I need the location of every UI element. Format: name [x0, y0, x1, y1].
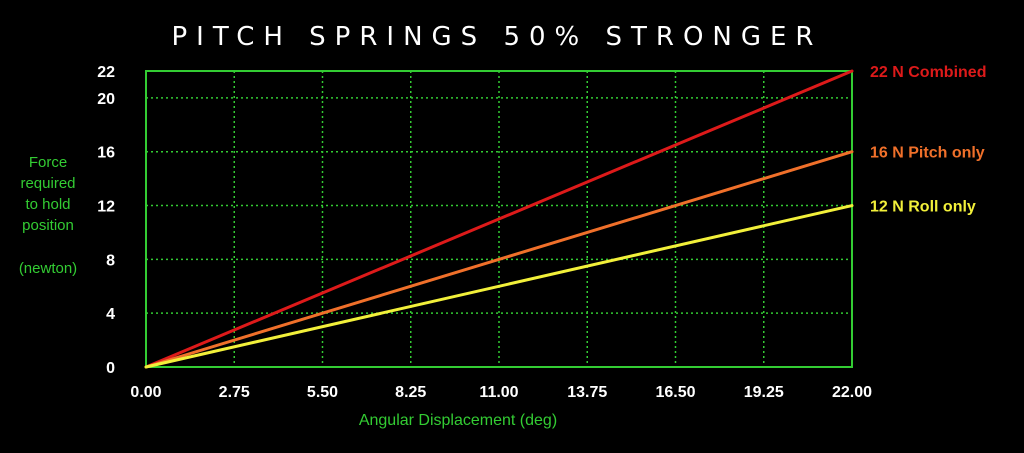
x-tick-label: 22.00: [832, 384, 872, 401]
series-line: [144, 69, 854, 369]
series-end-value: 12 N: [870, 199, 908, 216]
y-axis-unit: (newton): [19, 260, 77, 277]
y-axis-ticks: 0 4 8 12 16 20 22: [97, 64, 115, 377]
series-end-value: 22 N: [870, 64, 908, 81]
chart-title: PITCH SPRINGS 50% STRONGER: [171, 22, 822, 52]
series-end-label: 22 N Combined: [870, 64, 986, 81]
x-tick-label: 8.25: [395, 384, 426, 401]
plot-frame: [145, 70, 853, 368]
y-tick-label: 8: [106, 252, 115, 269]
y-tick-label: 16: [97, 145, 115, 162]
series-name: Pitch only: [908, 145, 985, 162]
series-line: [144, 150, 854, 369]
x-tick-label: 2.75: [219, 384, 250, 401]
y-tick-label: 22: [97, 64, 115, 81]
x-tick-label: 5.50: [307, 384, 338, 401]
y-axis-label-line: to hold: [25, 196, 70, 213]
y-tick-label: 4: [106, 306, 115, 323]
series-end-labels: 22 N Combined 16 N Pitch only 12 N Roll on…: [870, 64, 986, 216]
series-end-label: 12 N Roll only: [870, 199, 976, 216]
x-tick-label: 11.00: [479, 384, 518, 401]
series-end-label: 16 N Pitch only: [870, 145, 985, 162]
y-tick-label: 0: [106, 360, 115, 377]
series-line: [144, 204, 854, 369]
y-tick-label: 20: [97, 91, 115, 108]
x-tick-label: 13.75: [567, 384, 607, 401]
y-axis-label: Force required to hold position (newton): [19, 154, 77, 277]
y-tick-label: 12: [97, 199, 115, 216]
series-lines: [144, 69, 854, 369]
series-name: Combined: [908, 64, 986, 81]
x-axis-ticks: 0.00 2.75 5.50 8.25 11.00 13.75 16.50 19.25 22.0…: [130, 384, 872, 401]
x-tick-label: 16.50: [655, 384, 695, 401]
y-axis-label-line: position: [22, 217, 74, 234]
grid: [146, 71, 852, 367]
x-axis-label: Angular Displacement (deg): [359, 412, 557, 429]
series-name: Roll only: [908, 199, 976, 216]
series-end-value: 16 N: [870, 145, 908, 162]
x-tick-label: 19.25: [744, 384, 784, 401]
y-axis-label-line: Force: [29, 154, 67, 171]
x-tick-label: 0.00: [130, 384, 161, 401]
y-axis-label-line: required: [20, 175, 75, 192]
